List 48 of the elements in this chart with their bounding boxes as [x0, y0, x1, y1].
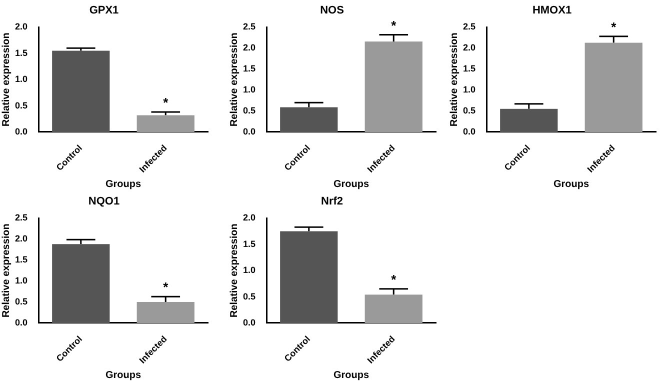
y-tick-label: 2.5	[242, 22, 256, 32]
chart-title: Nrf2	[320, 196, 344, 208]
y-tick-label: 1.5	[242, 238, 256, 249]
x-axis-title: Groups	[553, 178, 590, 190]
chart-title: GPX1	[89, 4, 119, 17]
y-tick-label: 0.0	[242, 317, 256, 328]
y-tick-label: 1.5	[14, 254, 28, 265]
y-tick-label: 1.0	[242, 84, 256, 95]
x-axis-title: Groups	[105, 370, 142, 381]
y-tick-label: 1.0	[14, 74, 28, 84]
y-tick-label: 1.0	[462, 84, 476, 95]
y-axis-title: Relative expression	[228, 224, 240, 318]
y-tick-label: 0.0	[14, 317, 28, 328]
y-tick-label: 2.0	[242, 212, 256, 223]
y-tick-label: 1.5	[14, 48, 28, 58]
y-tick-label: 0.5	[242, 291, 256, 302]
annotation: *	[163, 95, 170, 110]
y-tick-label: 0.5	[242, 105, 256, 116]
y-tick-label: 1.0	[242, 265, 256, 276]
y-tick-label: 2.0	[14, 234, 28, 244]
y-axis-title: Relative expression	[228, 32, 240, 127]
y-axis-title: Relative expression	[448, 32, 460, 127]
chart-title: NOS	[320, 4, 344, 17]
annotation: *	[391, 272, 398, 287]
y-tick-label: 0.5	[462, 105, 476, 116]
annotation: *	[163, 280, 170, 295]
chart-title: HMOX1	[532, 4, 572, 17]
annotation: *	[611, 19, 618, 34]
y-tick-label: 1.5	[242, 64, 256, 74]
y-tick-label: 2.0	[14, 22, 28, 32]
y-tick-label: 0.0	[242, 126, 256, 136]
y-tick-label: 0.5	[14, 296, 28, 306]
y-tick-label: 1.5	[462, 64, 476, 74]
y-axis-title: Relative expression	[0, 32, 12, 127]
x-axis-title: Groups	[105, 178, 142, 190]
y-tick-label: 1.0	[14, 276, 28, 286]
y-tick-label: 2.5	[14, 212, 28, 223]
x-axis-title: Groups	[333, 370, 370, 381]
y-axis-title: Relative expression	[0, 224, 12, 318]
y-tick-label: 2.0	[462, 42, 476, 53]
y-tick-label: 0.0	[14, 126, 28, 136]
x-axis-title: Groups	[333, 178, 370, 190]
y-tick-label: 2.0	[242, 42, 256, 53]
y-tick-label: 0.5	[14, 100, 28, 110]
annotation: *	[391, 18, 398, 33]
y-tick-label: 2.5	[462, 22, 476, 32]
chart-title: NQO1	[88, 196, 120, 208]
y-tick-label: 0.0	[462, 126, 476, 136]
